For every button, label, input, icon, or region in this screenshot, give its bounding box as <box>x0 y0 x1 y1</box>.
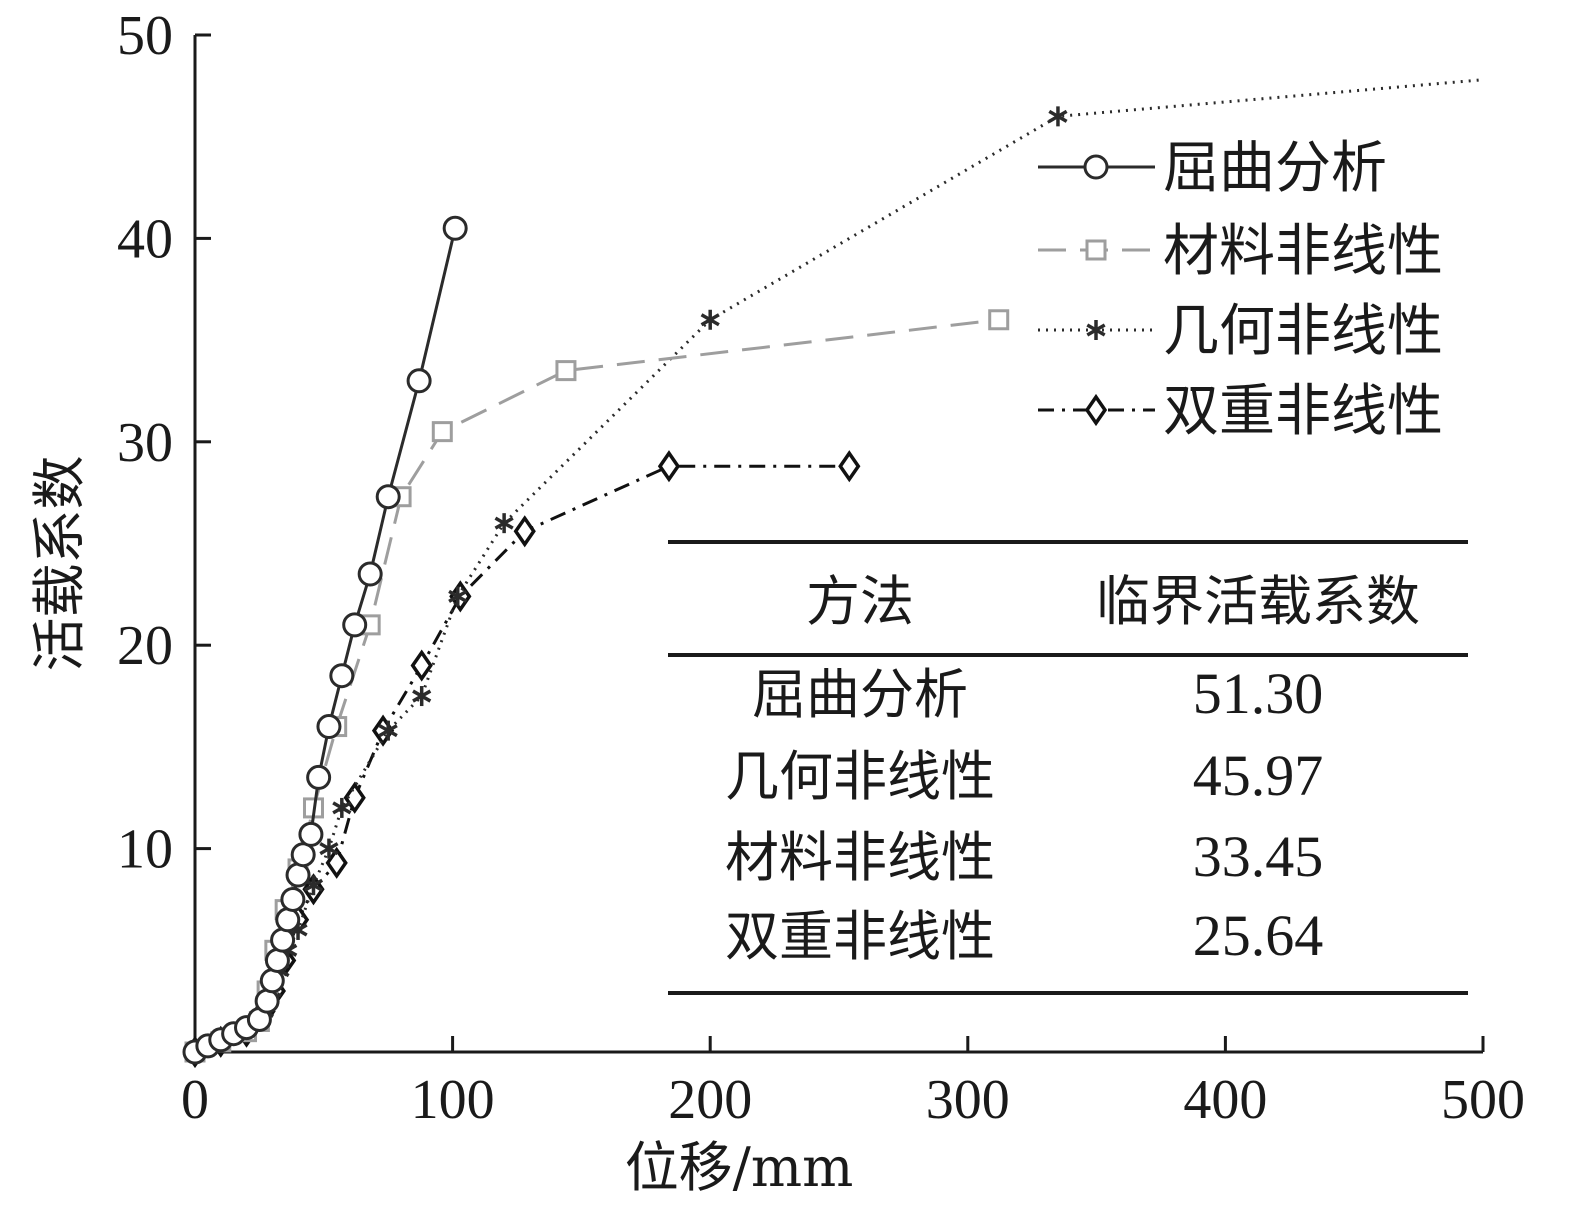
asterisk-stroke <box>412 689 432 703</box>
data-point <box>378 720 398 741</box>
asterisk-stroke <box>319 842 339 856</box>
y-tick-label: 50 <box>117 5 173 67</box>
table-value-cell: 33.45 <box>1193 824 1324 889</box>
data-point <box>285 862 311 888</box>
data-point <box>1048 106 1068 127</box>
data-point <box>280 886 306 912</box>
y-tick-label: 10 <box>117 819 173 881</box>
x-tick-label: 100 <box>411 1069 495 1131</box>
table-method-cell: 几何非线性 <box>725 745 995 808</box>
data-point <box>275 907 301 933</box>
data-point <box>298 821 324 847</box>
data-point <box>406 368 432 394</box>
data-point <box>342 612 368 638</box>
data-point <box>319 838 339 859</box>
asterisk-stroke <box>332 801 352 815</box>
table-row: 材料非线性 33.45 <box>725 824 1323 889</box>
data-point <box>357 561 383 587</box>
legend-label: 双重非线性 <box>1163 379 1443 444</box>
y-tick-label: 20 <box>117 615 173 677</box>
table-header-cell: 临界活载系数 <box>1096 570 1420 633</box>
asterisk-stroke <box>700 313 720 327</box>
legend-item: 双重非线性 <box>1038 379 1443 444</box>
data-point <box>513 515 536 548</box>
table-method-cell: 屈曲分析 <box>752 663 968 726</box>
series-layer <box>182 78 1484 1069</box>
legend-marker <box>1084 393 1108 427</box>
data-point <box>412 686 432 707</box>
table-row: 屈曲分析 51.30 <box>752 661 1323 726</box>
x-tick-label: 400 <box>1183 1069 1267 1131</box>
legend-item: 材料非线性 <box>1038 219 1443 284</box>
table-value-cell: 25.64 <box>1193 903 1324 968</box>
data-point <box>431 421 453 443</box>
x-tick-label: 200 <box>668 1069 752 1131</box>
data-point <box>375 484 401 510</box>
data-point <box>988 309 1010 331</box>
table-method-cell: 材料非线性 <box>725 826 995 889</box>
y-axis-title: 活载系数 <box>28 456 91 672</box>
x-tick-label: 500 <box>1441 1069 1525 1131</box>
data-point <box>264 947 290 973</box>
legend-label: 屈曲分析 <box>1163 136 1387 201</box>
data-point <box>259 968 285 994</box>
axes: 0 100 200 300 400 500 10 20 30 40 50 位移/mm 活载系数 <box>28 5 1525 1199</box>
legend-item: 几何非线性 <box>1038 299 1443 364</box>
asterisk-stroke <box>494 516 514 530</box>
legend-marker <box>1085 239 1107 261</box>
legend-marker <box>1083 154 1109 180</box>
data-point <box>494 513 514 534</box>
x-tick-label: 0 <box>181 1069 209 1131</box>
legend-marker <box>1086 320 1106 340</box>
data-point <box>700 309 720 330</box>
data-point <box>270 927 296 953</box>
data-point <box>254 988 280 1014</box>
data-point <box>306 764 332 790</box>
legend-label: 几何非线性 <box>1163 299 1443 364</box>
asterisk-stroke <box>303 878 324 892</box>
legend-item: 屈曲分析 <box>1038 136 1387 201</box>
data-point <box>329 663 355 689</box>
asterisk-stroke <box>378 724 398 738</box>
data-point <box>448 586 468 607</box>
asterisk-stroke <box>448 589 468 603</box>
table-row: 双重非线性 25.64 <box>725 903 1323 968</box>
y-tick-label: 40 <box>117 208 173 270</box>
table-row: 几何非线性 45.97 <box>725 743 1323 808</box>
x-tick-label: 300 <box>926 1069 1010 1131</box>
data-point <box>838 450 861 483</box>
data-point <box>332 797 352 818</box>
data-point <box>555 360 577 382</box>
series-line <box>194 227 457 1054</box>
y-tick-label: 30 <box>117 412 173 474</box>
table-value-cell: 51.30 <box>1193 661 1324 726</box>
legend-label: 材料非线性 <box>1163 219 1443 284</box>
x-axis-title: 位移/mm <box>625 1136 854 1199</box>
series-group <box>182 215 468 1065</box>
table-header-cell: 方法 <box>806 570 914 633</box>
data-point <box>442 215 468 241</box>
table-method-cell: 双重非线性 <box>725 905 995 968</box>
data-point <box>290 842 316 868</box>
data-point <box>657 450 681 483</box>
table-value-cell: 45.97 <box>1193 743 1324 808</box>
data-point <box>316 714 342 740</box>
data-point <box>410 649 433 682</box>
asterisk-stroke <box>1086 323 1106 337</box>
asterisk-stroke <box>1048 109 1068 123</box>
